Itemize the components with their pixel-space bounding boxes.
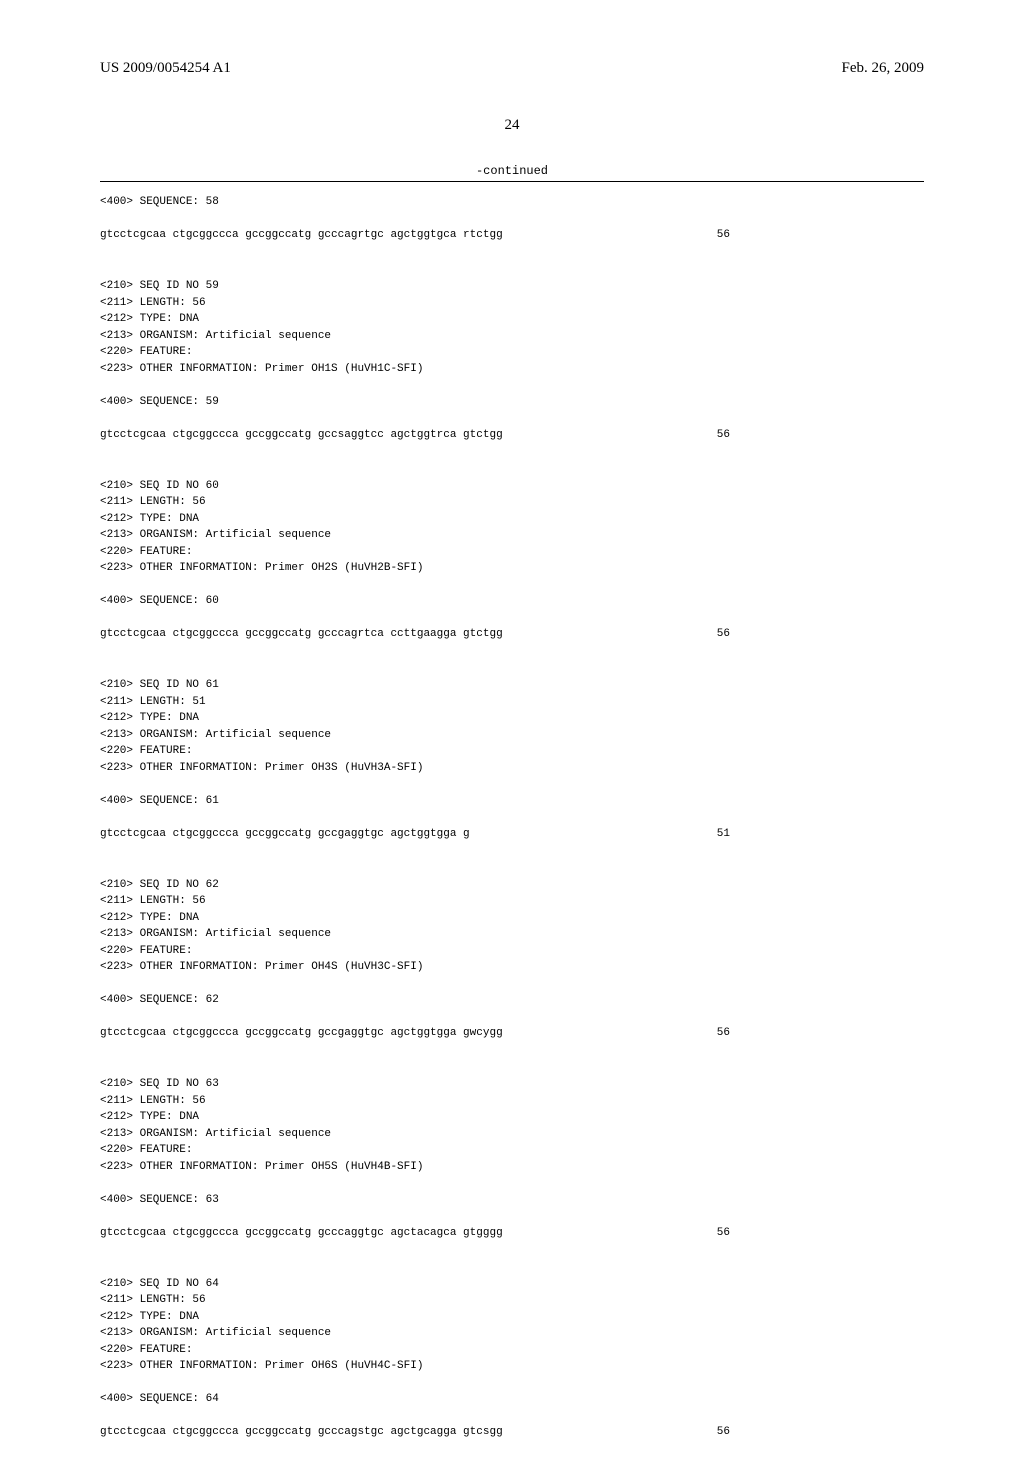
sequence-preamble: <400> SEQUENCE: 60 — [100, 593, 924, 610]
continued-label: -continued — [100, 164, 924, 178]
sequence-meta-line: <213> ORGANISM: Artificial sequence — [100, 328, 924, 345]
sequence-meta-line: <212> TYPE: DNA — [100, 1309, 924, 1326]
publication-date: Feb. 26, 2009 — [842, 60, 925, 77]
sequence-preamble: <400> SEQUENCE: 59 — [100, 394, 924, 411]
sequence-length: 56 — [717, 1424, 740, 1441]
sequence-text: gtcctcgcaa ctgcggccca gccggccatg gccgagg… — [100, 1025, 503, 1042]
sequence-meta-line: <210> SEQ ID NO 64 — [100, 1276, 924, 1293]
sequence-text: gtcctcgcaa ctgcggccca gccggccatg gccgagg… — [100, 826, 470, 843]
sequence-listing: <400> SEQUENCE: 58 gtcctcgcaa ctgcggccca… — [100, 194, 924, 1457]
sequence-meta-line: <220> FEATURE: — [100, 344, 924, 361]
sequence-meta-line: <223> OTHER INFORMATION: Primer OH1S (Hu… — [100, 361, 924, 378]
sequence-meta-line: <220> FEATURE: — [100, 943, 924, 960]
sequence-meta-line: <213> ORGANISM: Artificial sequence — [100, 727, 924, 744]
sequence-block: <210> SEQ ID NO 59<211> LENGTH: 56<212> … — [100, 278, 924, 460]
sequence-meta-line: <210> SEQ ID NO 59 — [100, 278, 924, 295]
sequence-meta-line: <211> LENGTH: 56 — [100, 1093, 924, 1110]
page-header: US 2009/0054254 A1 Feb. 26, 2009 — [100, 60, 924, 77]
sequence-text: gtcctcgcaa ctgcggccca gccggccatg gcccagr… — [100, 227, 503, 244]
sequence-meta-line: <223> OTHER INFORMATION: Primer OH3S (Hu… — [100, 760, 924, 777]
sequence-block: <400> SEQUENCE: 58 gtcctcgcaa ctgcggccca… — [100, 194, 924, 260]
sequence-meta-line: <211> LENGTH: 56 — [100, 893, 924, 910]
sequence-meta-line: <213> ORGANISM: Artificial sequence — [100, 527, 924, 544]
sequence-meta-line: <213> ORGANISM: Artificial sequence — [100, 1325, 924, 1342]
sequence-preamble: <400> SEQUENCE: 64 — [100, 1391, 924, 1408]
sequence-meta-line: <212> TYPE: DNA — [100, 910, 924, 927]
sequence-meta-line: <220> FEATURE: — [100, 544, 924, 561]
sequence-meta-line: <211> LENGTH: 56 — [100, 295, 924, 312]
sequence-meta-line: <212> TYPE: DNA — [100, 710, 924, 727]
sequence-meta-line: <210> SEQ ID NO 63 — [100, 1076, 924, 1093]
sequence-meta-line: <211> LENGTH: 56 — [100, 1292, 924, 1309]
sequence-length: 56 — [717, 427, 740, 444]
sequence-meta-line: <223> OTHER INFORMATION: Primer OH2S (Hu… — [100, 560, 924, 577]
sequence-line: gtcctcgcaa ctgcggccca gccggccatg gcccagr… — [100, 227, 740, 244]
sequence-preamble: <400> SEQUENCE: 63 — [100, 1192, 924, 1209]
sequence-preamble: <400> SEQUENCE: 62 — [100, 992, 924, 1009]
sequence-meta-line: <211> LENGTH: 56 — [100, 494, 924, 511]
sequence-text: gtcctcgcaa ctgcggccca gccggccatg gcccagg… — [100, 1225, 503, 1242]
sequence-block: <210> SEQ ID NO 61<211> LENGTH: 51<212> … — [100, 677, 924, 859]
sequence-meta-line: <220> FEATURE: — [100, 1342, 924, 1359]
sequence-text: gtcctcgcaa ctgcggccca gccggccatg gccsagg… — [100, 427, 503, 444]
sequence-meta-line: <212> TYPE: DNA — [100, 511, 924, 528]
sequence-meta-line: <212> TYPE: DNA — [100, 1109, 924, 1126]
divider — [100, 181, 924, 182]
sequence-line: gtcctcgcaa ctgcggccca gccggccatg gccgagg… — [100, 1025, 740, 1042]
sequence-meta-line: <223> OTHER INFORMATION: Primer OH5S (Hu… — [100, 1159, 924, 1176]
sequence-meta-line: <211> LENGTH: 51 — [100, 694, 924, 711]
sequence-meta-line: <210> SEQ ID NO 60 — [100, 478, 924, 495]
sequence-text: gtcctcgcaa ctgcggccca gccggccatg gcccags… — [100, 1424, 503, 1441]
sequence-meta-line: <210> SEQ ID NO 62 — [100, 877, 924, 894]
sequence-length: 56 — [717, 626, 740, 643]
sequence-line: gtcctcgcaa ctgcggccca gccggccatg gccsagg… — [100, 427, 740, 444]
sequence-length: 56 — [717, 1025, 740, 1042]
sequence-meta-line: <213> ORGANISM: Artificial sequence — [100, 926, 924, 943]
sequence-block: <210> SEQ ID NO 63<211> LENGTH: 56<212> … — [100, 1076, 924, 1258]
sequence-length: 56 — [717, 227, 740, 244]
sequence-meta-line: <223> OTHER INFORMATION: Primer OH6S (Hu… — [100, 1358, 924, 1375]
sequence-line: gtcctcgcaa ctgcggccca gccggccatg gccgagg… — [100, 826, 740, 843]
page-number: 24 — [100, 117, 924, 134]
sequence-block: <210> SEQ ID NO 64<211> LENGTH: 56<212> … — [100, 1276, 924, 1457]
sequence-preamble: <400> SEQUENCE: 61 — [100, 793, 924, 810]
sequence-meta-line: <220> FEATURE: — [100, 1142, 924, 1159]
sequence-length: 56 — [717, 1225, 740, 1242]
sequence-text: gtcctcgcaa ctgcggccca gccggccatg gcccagr… — [100, 626, 503, 643]
sequence-line: gtcctcgcaa ctgcggccca gccggccatg gcccags… — [100, 1424, 740, 1441]
sequence-meta-line: <210> SEQ ID NO 61 — [100, 677, 924, 694]
sequence-block: <210> SEQ ID NO 60<211> LENGTH: 56<212> … — [100, 478, 924, 660]
sequence-meta-line: <212> TYPE: DNA — [100, 311, 924, 328]
sequence-line: gtcctcgcaa ctgcggccca gccggccatg gcccagr… — [100, 626, 740, 643]
publication-number: US 2009/0054254 A1 — [100, 60, 231, 77]
sequence-meta-line: <220> FEATURE: — [100, 743, 924, 760]
sequence-line: gtcctcgcaa ctgcggccca gccggccatg gcccagg… — [100, 1225, 740, 1242]
sequence-length: 51 — [717, 826, 740, 843]
sequence-block: <210> SEQ ID NO 62<211> LENGTH: 56<212> … — [100, 877, 924, 1059]
sequence-meta-line: <213> ORGANISM: Artificial sequence — [100, 1126, 924, 1143]
sequence-preamble: <400> SEQUENCE: 58 — [100, 194, 924, 211]
sequence-meta-line: <223> OTHER INFORMATION: Primer OH4S (Hu… — [100, 959, 924, 976]
